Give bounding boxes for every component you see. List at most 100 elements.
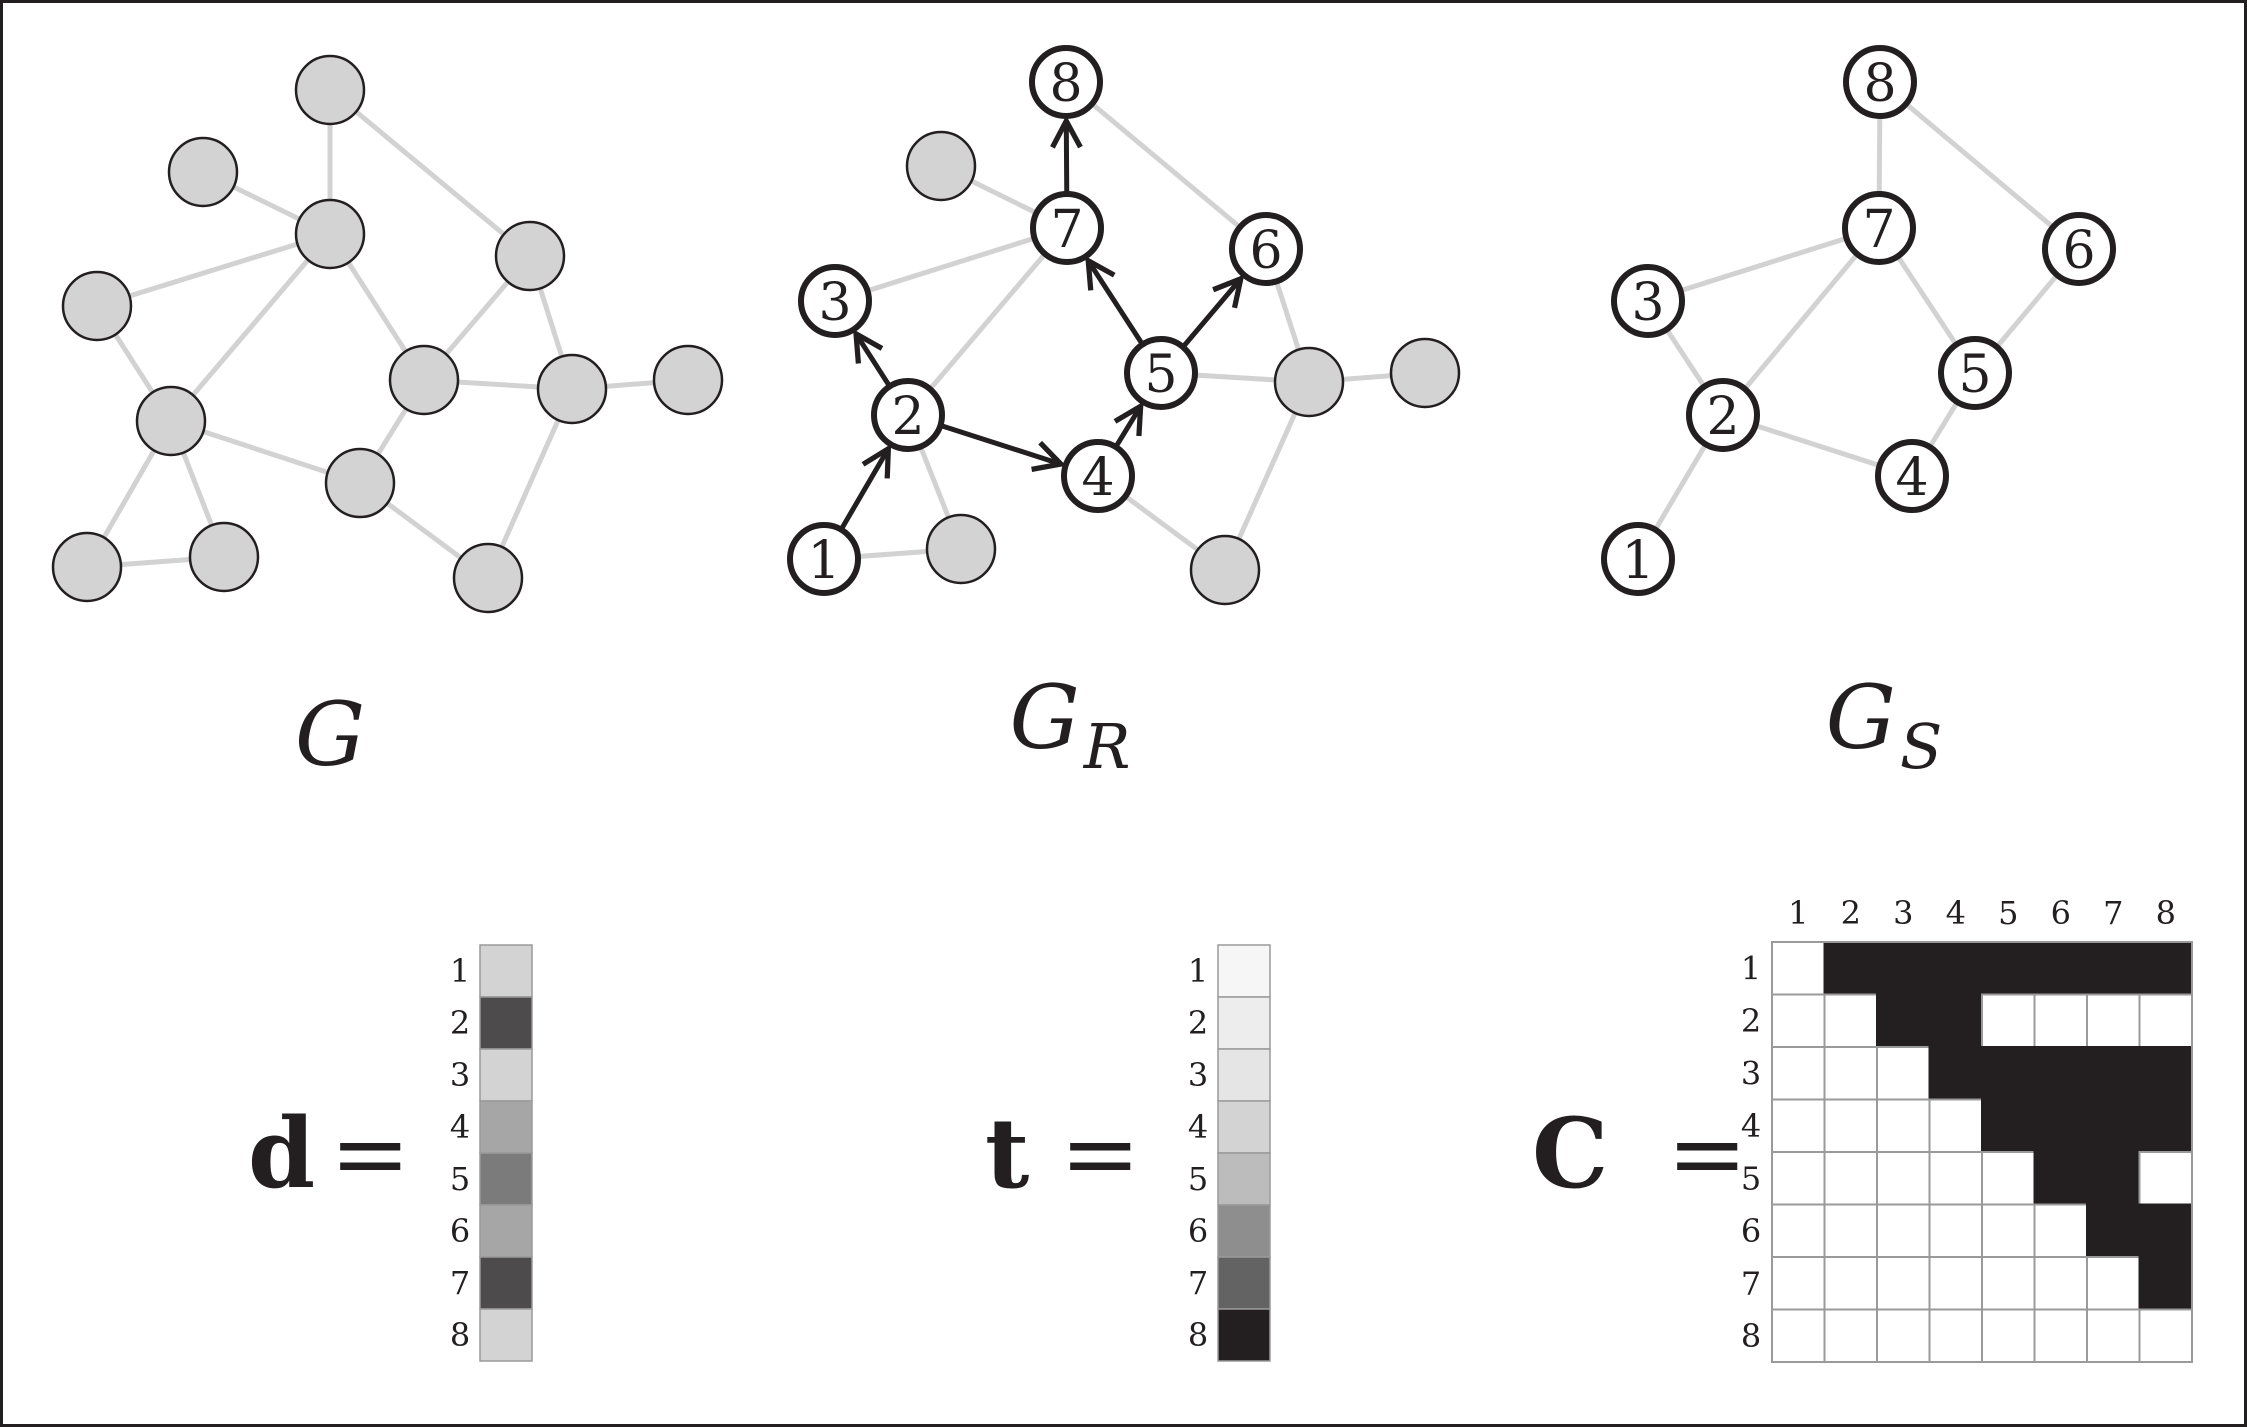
vector-t-index: 4 [1188, 1108, 1208, 1146]
matrix-c-row-index: 6 [1741, 1212, 1761, 1250]
graph-gr-arrow-edge [839, 449, 888, 530]
graph-gs-node-circle [1938, 336, 2012, 410]
vector-t-index: 6 [1188, 1212, 1208, 1250]
vector-d-index: 3 [450, 1056, 470, 1094]
graph-gr-node-circle [1389, 337, 1461, 409]
matrix-c-cell [1771, 1203, 1826, 1258]
graph-gs-node-label: 2 [1706, 387, 1739, 447]
graph-g-node-circle [388, 344, 460, 416]
graph-g-edge [96, 231, 331, 309]
matrix-c-name: C [1532, 1097, 1608, 1210]
matrix-c-cell [1876, 1203, 1931, 1258]
graph-gs-node: 2 [1686, 378, 1760, 452]
graph-g-node [167, 136, 239, 208]
matrix-c-row-index: 5 [1741, 1159, 1761, 1197]
graph-gr-node-label: 6 [1249, 221, 1282, 281]
matrix-c-cell [2138, 993, 2193, 1048]
matrix-c-cell [1876, 1151, 1931, 1206]
graph-gr-node-circle [1273, 346, 1345, 418]
matrix-c-cell [1981, 1203, 2036, 1258]
vector-t-cell [1217, 996, 1271, 1050]
graph-gs-subscript: S [1900, 710, 1942, 783]
graph-g-edge [169, 232, 332, 423]
matrix-c-cell [1928, 993, 1983, 1048]
graph-gr-node-circle [1030, 191, 1104, 265]
matrix-c-cell [1876, 941, 1931, 996]
graph-gr-edge [834, 225, 1068, 304]
matrix-c-cell [2086, 1256, 2141, 1311]
vector-t-index: 2 [1188, 1004, 1208, 1042]
graph-gr-title: GR [1010, 666, 1131, 783]
graph-g-node [652, 344, 724, 416]
graph-g-node-circle [294, 54, 366, 126]
graph-gs-node-circle [1611, 264, 1685, 338]
vector-t-index: 7 [1188, 1264, 1208, 1302]
matrix-c-cell [1823, 1046, 1878, 1101]
graph-g-node-circle [536, 353, 608, 425]
graph-gr-node [1389, 337, 1461, 409]
graph-gr-arrow-edge [1117, 406, 1141, 447]
graph-gr-node-label: 1 [807, 531, 840, 591]
vector-t-index: 1 [1188, 952, 1208, 990]
matrix-c-cell [1823, 1308, 1878, 1363]
matrix-c-cell [1823, 1151, 1878, 1206]
vector-t-name: t [985, 1097, 1029, 1210]
graph-gr-node-label: 5 [1144, 345, 1177, 405]
vector-t-indices: 1 2 3 4 5 6 7 8 [1188, 952, 1208, 1354]
matrix-c-cell [2086, 941, 2141, 996]
graph-gr-node [905, 130, 977, 202]
graph-g-node [494, 220, 566, 292]
graph-gr-node [1189, 534, 1261, 606]
vector-d-name: d [248, 1097, 315, 1210]
graph-gr-node: 8 [1029, 45, 1103, 119]
graph-gs-node: 7 [1842, 191, 1916, 265]
graph-gs-node-circle [1686, 378, 1760, 452]
matrix-c-cell [1771, 1098, 1826, 1153]
matrix-c-row-index: 4 [1741, 1107, 1761, 1145]
matrix-c-cell [2086, 1046, 2141, 1101]
matrix-c-cell [1981, 1151, 2036, 1206]
vector-t-index: 3 [1188, 1056, 1208, 1094]
matrix-c-cell [1928, 1046, 1983, 1101]
graph-gs-edge [1647, 225, 1880, 304]
vector-d-indices: 1 2 3 4 5 6 7 8 [450, 952, 470, 1354]
graph-gr-node: 4 [1061, 439, 1135, 513]
matrix-c-cell [2033, 1256, 2088, 1311]
graph-gr-node-label: 2 [891, 387, 924, 447]
matrix-c-row-index: 8 [1741, 1317, 1761, 1355]
matrix-c-cell [1771, 941, 1826, 996]
graph-gr-node: 7 [1030, 191, 1104, 265]
graph-g-node [388, 344, 460, 416]
matrix-c-cell [1823, 1256, 1878, 1311]
matrix-c-cell [1928, 941, 1983, 996]
vector-d-index: 1 [450, 952, 470, 990]
vector-d-cell [479, 996, 533, 1050]
matrix-c-cell [1876, 993, 1931, 1048]
vector-t-cell [1217, 1100, 1271, 1154]
matrix-c-cell [1928, 1203, 1983, 1258]
matrix-c-border [1771, 941, 2193, 1363]
graph-gr-nodes: 8 7 6 3 5 2 4 1 [787, 45, 1461, 606]
graph-gr-node: 5 [1124, 336, 1198, 410]
graph-gr: 8 7 6 3 5 2 4 1 GR [787, 45, 1461, 783]
matrix-c-cell [1771, 1151, 1826, 1206]
graph-gs-node-circle [2042, 212, 2116, 286]
graph-gs-node-label: 3 [1631, 273, 1664, 333]
graph-gs-node: 6 [2042, 212, 2116, 286]
graph-gs-node: 4 [1875, 439, 1949, 513]
graph-g-edge [328, 88, 532, 258]
vector-d-cells [479, 944, 533, 1362]
graph-gs-node: 1 [1601, 522, 1675, 596]
vector-t-cell [1217, 1048, 1271, 1102]
graph-gr-node: 6 [1229, 212, 1303, 286]
graph-gs-edge [1878, 80, 2081, 251]
graph-g-node [294, 198, 366, 270]
graph-gr-node-circle [925, 513, 997, 585]
vector-d-cell [479, 1152, 533, 1206]
matrix-c-cell [2138, 1098, 2193, 1153]
matrix-c-cell [2033, 1098, 2088, 1153]
matrix-c-cell [1928, 1151, 1983, 1206]
matrix-c-cell [1876, 1046, 1931, 1101]
graph-g-node [536, 353, 608, 425]
